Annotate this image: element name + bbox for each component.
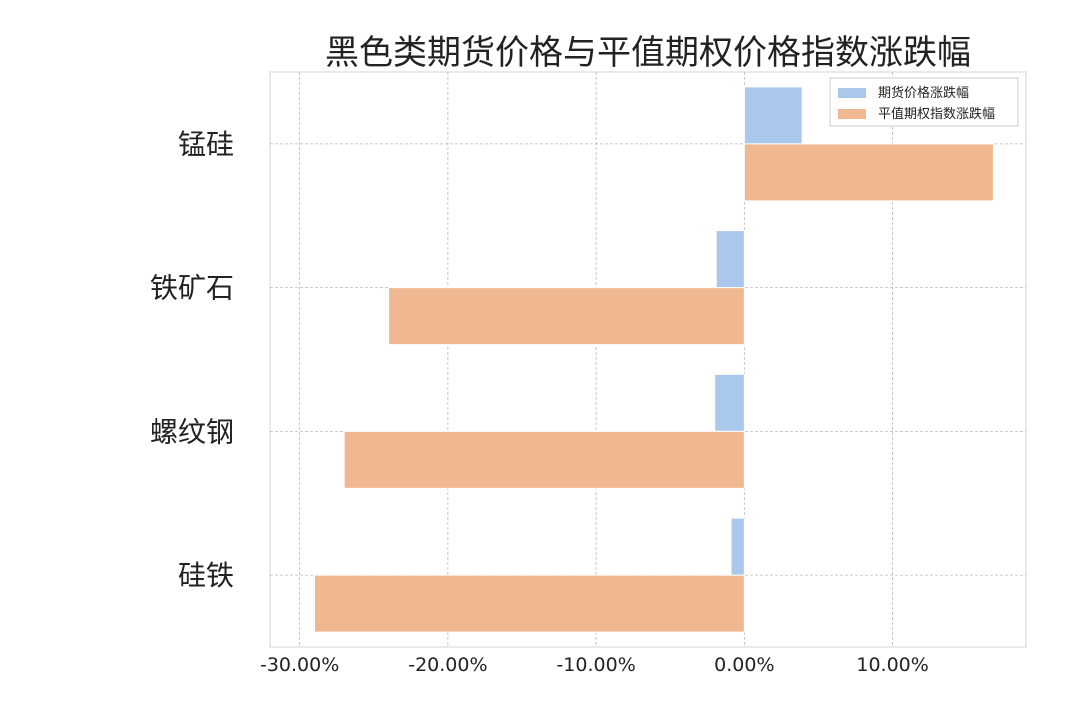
futures-change-bar [730,517,745,576]
futures-change-bar [714,373,745,432]
futures-change-bar [715,230,745,289]
chart-title: 黑色类期货价格与平值期权价格指数涨跌幅 [325,33,971,73]
category-label: 锰硅 [178,128,234,161]
x-tick-label: -30.00% [260,654,339,676]
option-index-change-bar [743,143,994,202]
legend-label: 期货价格涨跌幅 [878,85,969,101]
x-tick-label: -10.00% [556,654,635,676]
option-index-change-bar [388,287,745,346]
category-label: 铁矿石 [150,272,234,305]
x-tick-labels: -30.00% -20.00% -10.00% 0.00% 10.00% [260,654,929,676]
category-label: 螺纹钢 [150,415,234,448]
legend-label: 平值期权指数涨跌幅 [878,106,995,122]
x-tick-label: -20.00% [408,654,487,676]
x-tick-label: 10.00% [856,654,928,676]
option-index-change-bar [313,574,745,633]
legend: 期货价格涨跌幅 平值期权指数涨跌幅 [829,77,1019,127]
x-tick-label: 0.00% [714,654,774,676]
futures-change-bar [743,86,803,145]
option-index-change-bar [343,430,745,489]
category-label: 硅铁 [178,559,234,592]
legend-swatch [838,109,866,119]
legend-swatch [838,88,866,98]
bars [313,86,994,633]
